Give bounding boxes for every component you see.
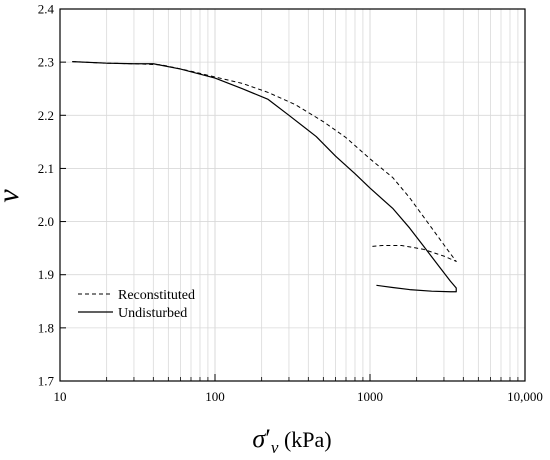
x-axis-title-sigma: σ — [252, 424, 266, 453]
x-tick-label: 100 — [205, 389, 225, 404]
x-axis-title-subscript: v — [271, 438, 279, 457]
y-axis-title: ν — [0, 189, 25, 203]
x-axis-title-prime: ′ — [265, 424, 271, 453]
axis-ticks: 1.7 1.8 1.9 2.0 2.1 2.2 2.3 2.4 10 100 1000 10,000 — [38, 2, 543, 405]
y-tick-label: 1.7 — [38, 374, 55, 389]
legend: Reconstituted Undisturbed — [78, 288, 195, 321]
x-axis-title-unit: (kPa) — [278, 427, 331, 452]
x-tick-label: 10 — [54, 389, 67, 404]
legend-label-undisturbed: Undisturbed — [118, 306, 187, 321]
series-layer — [72, 61, 457, 293]
y-tick-label: 2.3 — [38, 55, 54, 70]
y-tick-label: 2.1 — [38, 161, 54, 176]
y-tick-label: 2.4 — [38, 2, 55, 17]
plot-frame — [59, 8, 526, 382]
x-axis-title: σ′v (kPa) — [252, 424, 331, 457]
x-tick-label: 10,000 — [507, 389, 543, 404]
x-tick-label: 1000 — [357, 389, 383, 404]
legend-label-reconstituted: Reconstituted — [118, 288, 195, 303]
y-tick-label: 1.8 — [38, 320, 54, 335]
series-line-reconstituted — [72, 61, 457, 262]
grid — [59, 8, 526, 382]
y-tick-label: 2.2 — [38, 108, 54, 123]
y-tick-label: 2.0 — [38, 214, 54, 229]
y-tick-label: 1.9 — [38, 267, 54, 282]
series-line-undisturbed — [72, 61, 457, 293]
